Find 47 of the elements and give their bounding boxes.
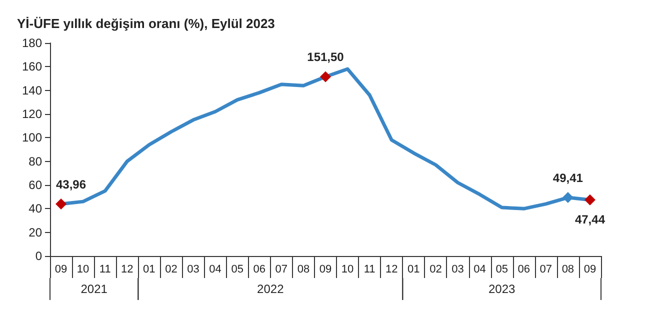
point bbox=[562, 192, 574, 204]
data-label: 43,96 bbox=[56, 177, 86, 192]
x-tick-label: 11 bbox=[99, 264, 111, 276]
y-tick-label: 180 bbox=[22, 36, 42, 50]
x-tick-label: 02 bbox=[430, 264, 442, 276]
x-tick-label: 09 bbox=[584, 264, 596, 276]
x-tick-label: 08 bbox=[297, 264, 310, 276]
text: 2021 bbox=[80, 282, 108, 296]
y-tick-label: 0 bbox=[35, 249, 42, 263]
y-tick-label: 140 bbox=[22, 83, 42, 98]
x-tick-label: 04 bbox=[209, 264, 222, 276]
y-tick-label: 80 bbox=[28, 154, 42, 168]
data-label: 49,41 bbox=[552, 171, 584, 186]
x-tick-label: 05 bbox=[496, 264, 508, 276]
y-tick-label: 100 bbox=[22, 130, 42, 145]
chart-title: Yİ-ÜFE yıllık değişim oranı (%), Eylül 2023 bbox=[17, 16, 275, 31]
x-tick-label: 12 bbox=[385, 264, 398, 276]
y-tick-label: 60 bbox=[28, 178, 42, 192]
point bbox=[56, 198, 67, 210]
x-tick-label: 10 bbox=[341, 264, 354, 276]
x-tick-label: 12 bbox=[121, 264, 134, 276]
x-tick-label: 06 bbox=[518, 264, 530, 276]
x-tick-label: 01 bbox=[408, 264, 420, 276]
x-tick-label: 10 bbox=[76, 264, 90, 276]
x-tick-label: 07 bbox=[540, 264, 552, 276]
x-tick-label: 05 bbox=[231, 264, 244, 276]
data-label: 151,50 bbox=[307, 50, 344, 64]
x-tick-label: 03 bbox=[187, 264, 200, 276]
x-tick-label: 01 bbox=[143, 264, 156, 276]
y-tick-label: 20 bbox=[28, 225, 42, 240]
x-tick-label: 07 bbox=[275, 264, 288, 276]
x-tick-label: 02 bbox=[165, 264, 178, 276]
text: 2022 bbox=[257, 282, 284, 296]
x-tick-label: 03 bbox=[452, 264, 464, 276]
y-tick-label: 40 bbox=[28, 202, 42, 216]
x-tick-label: 09 bbox=[54, 264, 68, 276]
x-tick-label: 09 bbox=[319, 264, 332, 276]
x-tick-label: 04 bbox=[474, 264, 486, 276]
x-tick-label: 11 bbox=[364, 264, 376, 276]
y-tick-label: 160 bbox=[22, 60, 42, 74]
y-tick-label: 120 bbox=[22, 107, 42, 121]
data-label: 47,44 bbox=[574, 212, 606, 226]
point bbox=[320, 71, 331, 82]
text: 2023 bbox=[488, 282, 516, 296]
x-tick-label: 08 bbox=[562, 264, 574, 276]
x-tick-label: 06 bbox=[253, 264, 266, 276]
point bbox=[584, 194, 596, 206]
